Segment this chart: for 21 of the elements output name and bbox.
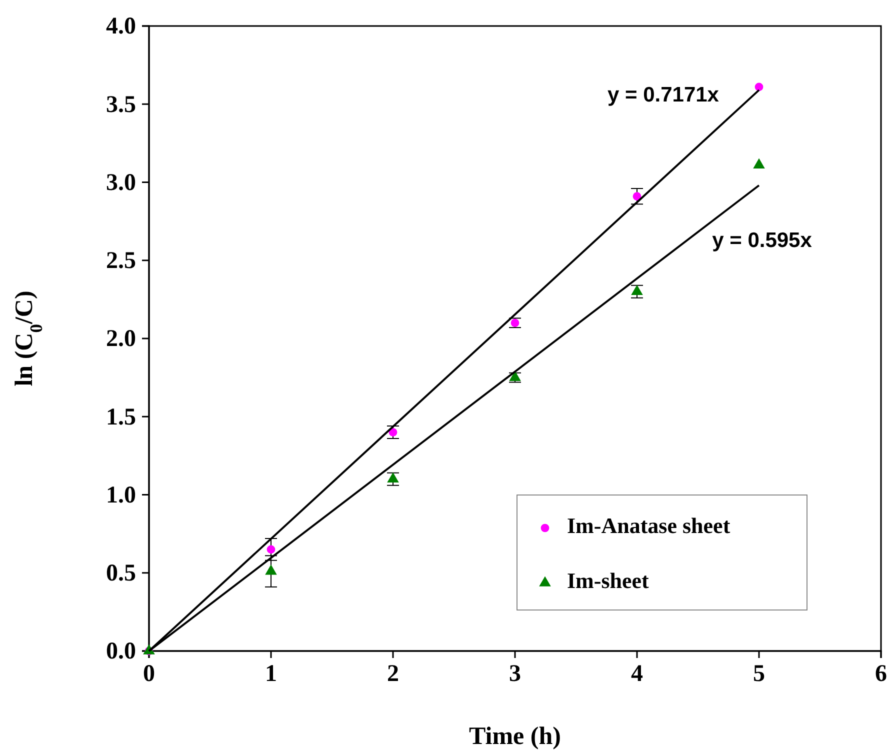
x-tick-label: 6 (875, 661, 887, 688)
legend-label: Im-sheet (567, 568, 650, 594)
y-tick-label: 4.0 (106, 14, 136, 40)
y-tick-label: 3.5 (106, 92, 136, 118)
y-tick-label: 3.0 (106, 170, 136, 196)
x-tick-label: 0 (143, 661, 155, 688)
x-tick-label: 4 (631, 661, 643, 688)
x-tick-label: 1 (265, 661, 277, 688)
y-tick-label: 0.0 (106, 638, 136, 665)
legend-label: Im-Anatase sheet (567, 513, 731, 538)
x-axis-title: Time (h) (469, 723, 561, 750)
x-tick-label: 2 (387, 661, 399, 688)
y-tick-label: 2.5 (106, 248, 136, 274)
y-tick-label: 1.5 (106, 404, 136, 430)
y-tick-label: 2.0 (106, 326, 136, 352)
x-tick-label: 3 (509, 661, 521, 688)
y-tick-label: 0.5 (106, 560, 136, 587)
annotation: y = 0.7171x (607, 84, 720, 107)
y-tick-label: 1.0 (106, 482, 136, 508)
annotation: y = 0.595x (712, 228, 812, 252)
x-tick-label: 5 (753, 661, 765, 688)
